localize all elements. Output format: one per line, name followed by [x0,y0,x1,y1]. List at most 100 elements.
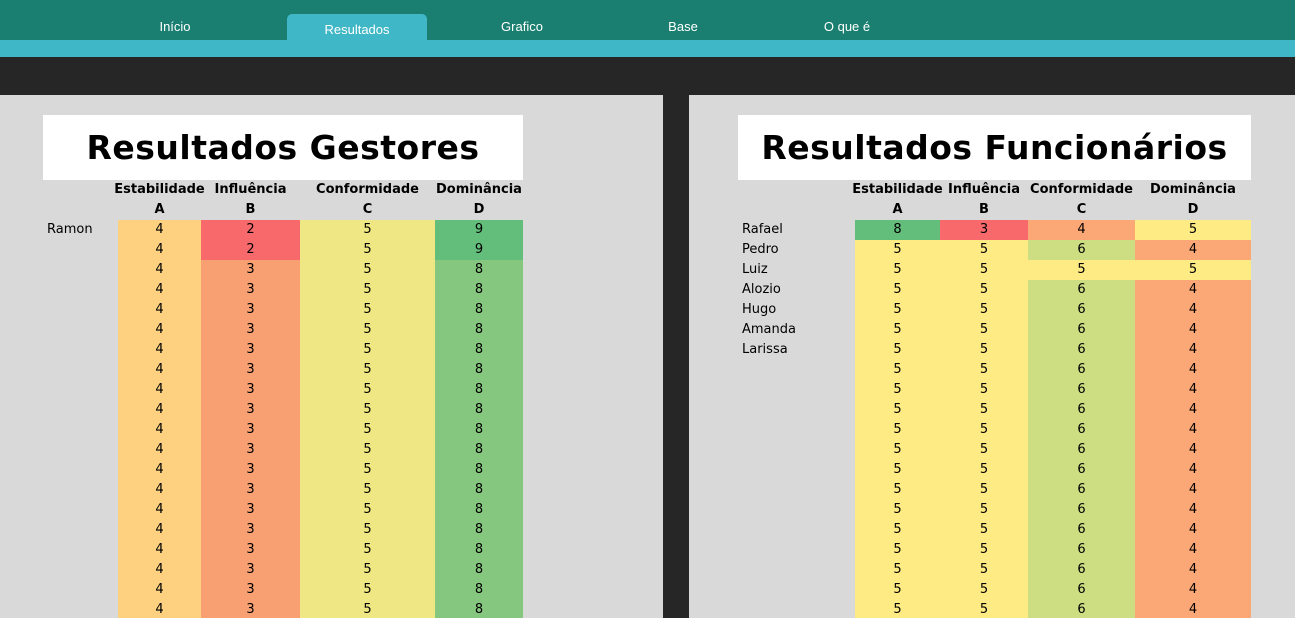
score-cell[interactable]: 3 [940,220,1028,240]
score-cell[interactable]: 5 [855,360,940,380]
score-cell[interactable]: 5 [300,580,435,600]
score-cell[interactable]: 3 [201,500,300,520]
score-cell[interactable]: 6 [1028,380,1135,400]
row-name[interactable]: Amanda [742,322,796,337]
score-cell[interactable]: 3 [201,440,300,460]
score-cell[interactable]: 5 [940,540,1028,560]
score-cell[interactable]: 4 [118,340,201,360]
score-cell[interactable]: 8 [435,460,523,480]
score-cell[interactable]: 3 [201,400,300,420]
score-cell[interactable]: 3 [201,540,300,560]
score-cell[interactable]: 4 [118,400,201,420]
score-cell[interactable]: 3 [201,460,300,480]
score-cell[interactable]: 5 [940,560,1028,580]
row-name[interactable] [43,300,118,320]
score-cell[interactable]: 5 [300,540,435,560]
score-cell[interactable]: 3 [201,360,300,380]
score-cell[interactable]: 6 [1028,280,1135,300]
score-cell[interactable]: 5 [855,440,940,460]
row-name[interactable] [43,360,118,380]
score-cell[interactable]: 3 [201,380,300,400]
score-cell[interactable]: 4 [1135,440,1251,460]
row-name[interactable] [43,520,118,540]
score-cell[interactable]: 5 [300,480,435,500]
score-cell[interactable]: 6 [1028,440,1135,460]
score-cell[interactable]: 4 [118,380,201,400]
score-cell[interactable]: 8 [855,220,940,240]
score-cell[interactable]: 4 [118,420,201,440]
score-cell[interactable]: 3 [201,580,300,600]
score-cell[interactable]: 8 [435,520,523,540]
score-cell[interactable]: 6 [1028,240,1135,260]
score-cell[interactable]: 6 [1028,480,1135,500]
score-cell[interactable]: 4 [118,320,201,340]
score-cell[interactable]: 4 [118,540,201,560]
score-cell[interactable]: 5 [300,520,435,540]
row-name[interactable]: Larissa [742,342,788,357]
score-cell[interactable]: 5 [940,360,1028,380]
score-cell[interactable]: 4 [1135,280,1251,300]
row-name[interactable]: Pedro [742,242,779,257]
score-cell[interactable]: 5 [855,600,940,618]
score-cell[interactable]: 8 [435,480,523,500]
score-cell[interactable]: 5 [940,480,1028,500]
score-cell[interactable]: 5 [855,520,940,540]
row-name[interactable] [43,280,118,300]
score-cell[interactable]: 4 [1028,220,1135,240]
row-name[interactable]: Hugo [742,302,777,317]
score-cell[interactable]: 5 [940,400,1028,420]
row-name[interactable]: Alozio [742,282,781,297]
score-cell[interactable]: 5 [940,340,1028,360]
score-cell[interactable]: 8 [435,400,523,420]
score-cell[interactable]: 6 [1028,400,1135,420]
score-cell[interactable]: 3 [201,480,300,500]
row-name[interactable] [43,500,118,520]
score-cell[interactable]: 5 [855,340,940,360]
score-cell[interactable]: 4 [118,600,201,618]
score-cell[interactable]: 4 [118,580,201,600]
score-cell[interactable]: 5 [940,300,1028,320]
row-name[interactable] [43,460,118,480]
tab-o-que-e[interactable]: O que é [823,19,871,34]
score-cell[interactable]: 4 [1135,360,1251,380]
row-name[interactable]: Rafael [742,222,783,237]
score-cell[interactable]: 5 [855,300,940,320]
row-name[interactable]: Luiz [742,262,768,277]
row-name[interactable] [43,320,118,340]
score-cell[interactable]: 5 [855,480,940,500]
row-name[interactable] [738,600,855,618]
score-cell[interactable]: 4 [1135,520,1251,540]
row-name[interactable] [43,440,118,460]
score-cell[interactable]: 5 [940,240,1028,260]
score-cell[interactable]: 4 [118,460,201,480]
score-cell[interactable]: 8 [435,340,523,360]
score-cell[interactable]: 3 [201,420,300,440]
row-name[interactable] [738,380,855,400]
row-name[interactable] [43,240,118,260]
score-cell[interactable]: 4 [1135,300,1251,320]
score-cell[interactable]: 5 [300,280,435,300]
score-cell[interactable]: 8 [435,600,523,618]
score-cell[interactable]: 4 [118,440,201,460]
score-cell[interactable]: 4 [1135,460,1251,480]
score-cell[interactable]: 2 [201,240,300,260]
score-cell[interactable]: 3 [201,340,300,360]
score-cell[interactable]: 8 [435,360,523,380]
score-cell[interactable]: 4 [118,480,201,500]
score-cell[interactable]: 5 [855,320,940,340]
score-cell[interactable]: 4 [1135,560,1251,580]
score-cell[interactable]: 6 [1028,300,1135,320]
row-name[interactable] [43,420,118,440]
score-cell[interactable]: 5 [300,560,435,580]
score-cell[interactable]: 6 [1028,460,1135,480]
row-name[interactable] [738,420,855,440]
score-cell[interactable]: 4 [118,280,201,300]
score-cell[interactable]: 5 [300,400,435,420]
row-name[interactable] [43,600,118,618]
score-cell[interactable]: 9 [435,240,523,260]
score-cell[interactable]: 4 [118,520,201,540]
row-name[interactable] [738,520,855,540]
score-cell[interactable]: 5 [300,460,435,480]
row-name[interactable] [43,340,118,360]
row-name[interactable] [43,480,118,500]
